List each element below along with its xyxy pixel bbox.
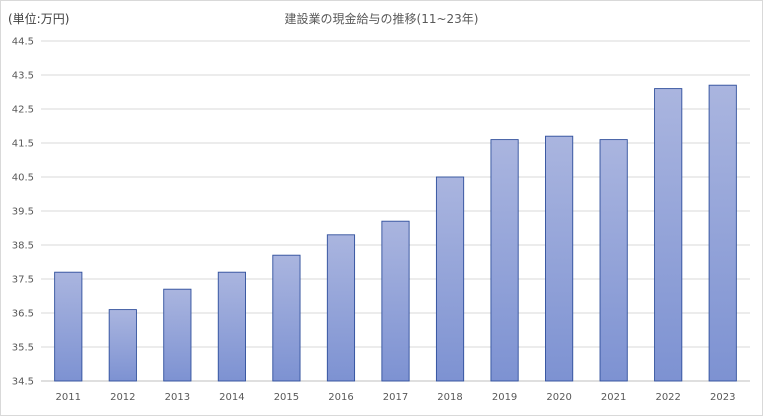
bar-2018	[435, 176, 465, 382]
y-tick-label: 35.5	[12, 343, 34, 354]
x-tick-label: 2011	[56, 392, 81, 403]
y-tick-label: 37.5	[12, 275, 34, 286]
x-tick-label: 2020	[546, 392, 571, 403]
x-tick-label: 2023	[710, 392, 735, 403]
y-tick-label: 41.5	[12, 139, 34, 150]
x-tick-label: 2018	[437, 392, 462, 403]
bar-2019	[490, 139, 519, 382]
bar-2013	[163, 288, 192, 382]
y-tick-label: 44.5	[12, 37, 34, 48]
bar-2023	[708, 84, 737, 382]
bar-2020	[545, 135, 574, 382]
chart-title: 建設業の現金給与の推移(11~23年)	[284, 12, 479, 26]
y-tick-label: 38.5	[12, 241, 34, 252]
y-axis: 34.5 35.5 36.5 37.5 38.5 39.5 40.5 41.5 42.5 43.5…	[12, 37, 34, 388]
x-tick-label: 2013	[165, 392, 190, 403]
x-tick-label: 2012	[110, 392, 135, 403]
y-tick-label: 43.5	[12, 71, 34, 82]
y-tick-label: 40.5	[12, 173, 34, 184]
y-tick-label: 39.5	[12, 207, 34, 218]
bar-2014	[217, 271, 246, 382]
bar-2021	[599, 139, 628, 382]
bar-2017	[381, 220, 410, 382]
x-axis: 2011 2012 2013 2014 2015 2016 2017 2018 2019 2020…	[56, 392, 736, 403]
y-tick-label: 42.5	[12, 105, 34, 116]
bar-2015	[272, 254, 301, 382]
y-tick-label: 34.5	[12, 377, 34, 388]
bar-2012	[108, 309, 137, 382]
bar-2016	[326, 234, 356, 382]
x-tick-label: 2021	[601, 392, 626, 403]
x-tick-label: 2015	[274, 392, 299, 403]
x-tick-label: 2016	[328, 392, 353, 403]
x-tick-label: 2014	[219, 392, 244, 403]
bar-2011	[54, 271, 83, 382]
y-tick-label: 36.5	[12, 309, 34, 320]
unit-label: (単位:万円)	[8, 12, 70, 26]
x-tick-label: 2019	[492, 392, 517, 403]
bar-2022	[654, 88, 683, 382]
bars	[54, 84, 737, 382]
x-tick-label: 2022	[655, 392, 680, 403]
x-tick-label: 2017	[383, 392, 408, 403]
